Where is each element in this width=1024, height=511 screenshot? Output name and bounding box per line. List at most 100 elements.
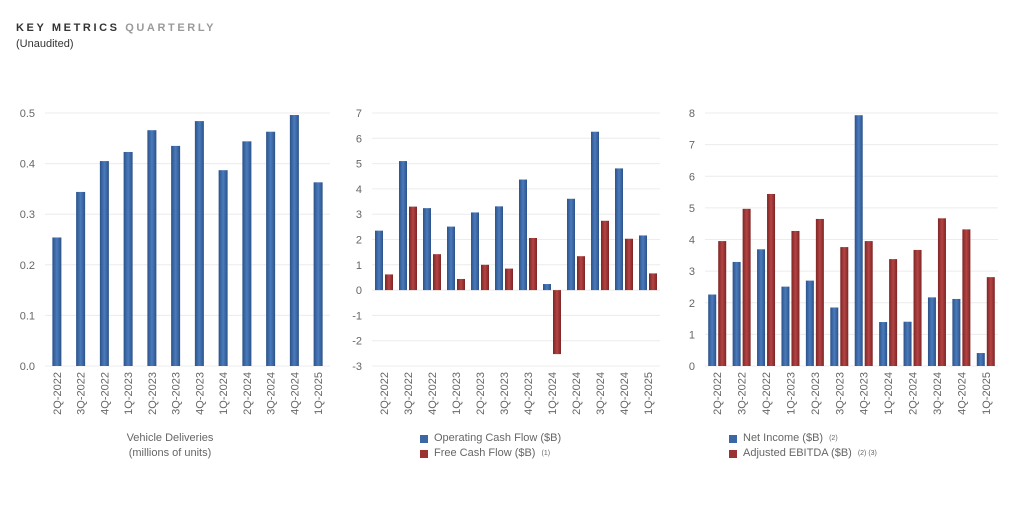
y-tick-label: 1	[356, 260, 362, 272]
x-tick-label: 1Q-2023	[123, 372, 135, 415]
bar-operating-cash-flow-b-3Q-2023	[495, 206, 503, 291]
bar-adjusted-ebitda-b-2Q-2024	[913, 249, 922, 366]
x-tick-label: 1Q-2023	[451, 372, 463, 415]
y-tick-label: 0	[689, 361, 695, 373]
x-tick-label: 3Q-2022	[403, 372, 415, 415]
x-tick-label: 4Q-2024	[289, 372, 301, 415]
bar-adjusted-ebitda-b-4Q-2022	[767, 193, 776, 366]
bar-operating-cash-flow-b-4Q-2024	[615, 168, 623, 291]
bar-adjusted-ebitda-b-1Q-2024	[889, 259, 898, 366]
y-tick-label: 0.1	[20, 310, 35, 322]
bar-vehicle-deliveries4Q-2022	[99, 161, 109, 366]
x-tick-label: 3Q-2023	[834, 372, 846, 415]
x-tick-label: 3Q-2024	[266, 372, 278, 415]
legend-item-ocf: Operating Cash Flow ($B)	[420, 431, 561, 446]
bar-free-cash-flow-b-2Q-2024	[577, 256, 585, 291]
caption-line1: Vehicle Deliveries	[126, 432, 214, 444]
bar-vehicle-deliveries2Q-2024	[242, 141, 252, 366]
y-tick-label: 5	[689, 203, 695, 215]
y-tick-label: -3	[352, 361, 362, 373]
bar-operating-cash-flow-b-2Q-2024	[567, 198, 575, 291]
y-tick-label: -2	[352, 336, 362, 348]
bar-vehicle-deliveries2Q-2023	[147, 130, 157, 366]
x-tick-label: 1Q-2025	[313, 372, 325, 415]
y-tick-label: 6	[689, 171, 695, 183]
bar-net-income-b-4Q-2023	[854, 115, 863, 367]
bar-adjusted-ebitda-b-3Q-2022	[742, 208, 751, 366]
bar-adjusted-ebitda-b-3Q-2023	[840, 247, 849, 366]
x-tick-label: 3Q-2024	[932, 372, 944, 415]
x-tick-label: 1Q-2023	[785, 372, 797, 415]
bar-adjusted-ebitda-b-3Q-2024	[937, 218, 946, 366]
page-title: KEY METRICS QUARTERLY	[16, 22, 216, 34]
bar-adjusted-ebitda-b-4Q-2024	[962, 229, 971, 366]
bar-free-cash-flow-b-1Q-2025	[649, 273, 657, 291]
bar-net-income-b-2Q-2024	[903, 321, 912, 366]
x-tick-label: 2Q-2024	[242, 372, 254, 415]
legend-label: Net Income ($B)	[743, 432, 824, 444]
footnote-ref: (1)	[541, 450, 551, 457]
title-main: KEY METRICS	[16, 22, 120, 34]
bar-operating-cash-flow-b-4Q-2023	[519, 179, 527, 291]
legend-swatch-red	[420, 449, 428, 458]
legend-swatch-blue	[729, 434, 737, 443]
bar-net-income-b-1Q-2024	[879, 322, 888, 366]
bar-free-cash-flow-b-4Q-2024	[625, 238, 633, 291]
footnote-ref: (2)	[829, 435, 838, 442]
bar-free-cash-flow-b-3Q-2024	[601, 220, 609, 291]
x-tick-label: 3Q-2023	[171, 372, 183, 415]
legend-item-fcf: Free Cash Flow ($B) (1)	[420, 446, 561, 461]
y-tick-label: 2	[689, 298, 695, 310]
bar-vehicle-deliveries3Q-2023	[171, 145, 181, 366]
y-tick-label: 3	[356, 209, 362, 221]
y-tick-label: 8	[689, 108, 695, 120]
chart1-caption: Vehicle Deliveries (millions of units)	[90, 431, 250, 461]
bar-free-cash-flow-b-3Q-2023	[505, 268, 513, 291]
bar-net-income-b-3Q-2022	[732, 261, 741, 366]
legend-swatch-blue	[420, 434, 428, 443]
bar-adjusted-ebitda-b-2Q-2023	[815, 218, 824, 366]
y-tick-label: 7	[356, 108, 362, 120]
bar-net-income-b-1Q-2025	[976, 353, 985, 366]
bar-vehicle-deliveries3Q-2022	[76, 191, 86, 366]
bar-operating-cash-flow-b-4Q-2022	[423, 208, 431, 291]
title-sub: QUARTERLY	[125, 22, 217, 34]
caption-line2: (millions of units)	[128, 447, 212, 459]
bar-vehicle-deliveries3Q-2024	[266, 131, 276, 366]
y-tick-label: 0.0	[20, 361, 35, 373]
x-tick-label: 4Q-2022	[761, 372, 773, 415]
bar-vehicle-deliveries1Q-2024	[218, 170, 228, 366]
bar-adjusted-ebitda-b-1Q-2023	[791, 230, 800, 366]
x-tick-label: 1Q-2024	[547, 372, 559, 415]
y-tick-label: 0.4	[20, 159, 35, 171]
x-tick-label: 3Q-2024	[595, 372, 607, 415]
bar-free-cash-flow-b-2Q-2023	[481, 264, 489, 291]
bar-operating-cash-flow-b-2Q-2022	[375, 230, 383, 291]
bar-free-cash-flow-b-1Q-2023	[457, 278, 465, 291]
bar-free-cash-flow-b-2Q-2022	[385, 274, 393, 291]
x-tick-label: 1Q-2024	[218, 372, 230, 415]
bar-adjusted-ebitda-b-4Q-2023	[864, 241, 873, 366]
bar-operating-cash-flow-b-3Q-2022	[399, 161, 407, 291]
bar-operating-cash-flow-b-1Q-2023	[447, 226, 455, 291]
x-tick-label: 1Q-2025	[981, 372, 993, 415]
bar-free-cash-flow-b-3Q-2022	[409, 206, 417, 291]
x-tick-label: 4Q-2022	[427, 372, 439, 415]
x-tick-label: 4Q-2022	[99, 372, 111, 415]
bar-adjusted-ebitda-b-1Q-2025	[986, 277, 995, 366]
y-tick-label: 6	[356, 133, 362, 145]
legend-item-net-income: Net Income ($B) (2)	[729, 431, 877, 446]
legend-label: Operating Cash Flow ($B)	[434, 432, 562, 444]
x-tick-label: 4Q-2023	[194, 372, 206, 415]
y-tick-label: 0	[356, 285, 362, 297]
bar-vehicle-deliveries4Q-2023	[194, 121, 204, 366]
legend-swatch-red	[729, 449, 737, 458]
legend-label: Free Cash Flow ($B)	[434, 447, 536, 459]
y-tick-label: 5	[356, 159, 362, 171]
x-tick-label: 2Q-2024	[908, 372, 920, 415]
unaudited-note: (Unaudited)	[16, 38, 74, 50]
x-tick-label: 4Q-2023	[859, 372, 871, 415]
x-tick-label: 3Q-2022	[76, 372, 88, 415]
x-tick-label: 2Q-2022	[52, 372, 64, 415]
bar-net-income-b-2Q-2023	[805, 280, 814, 366]
